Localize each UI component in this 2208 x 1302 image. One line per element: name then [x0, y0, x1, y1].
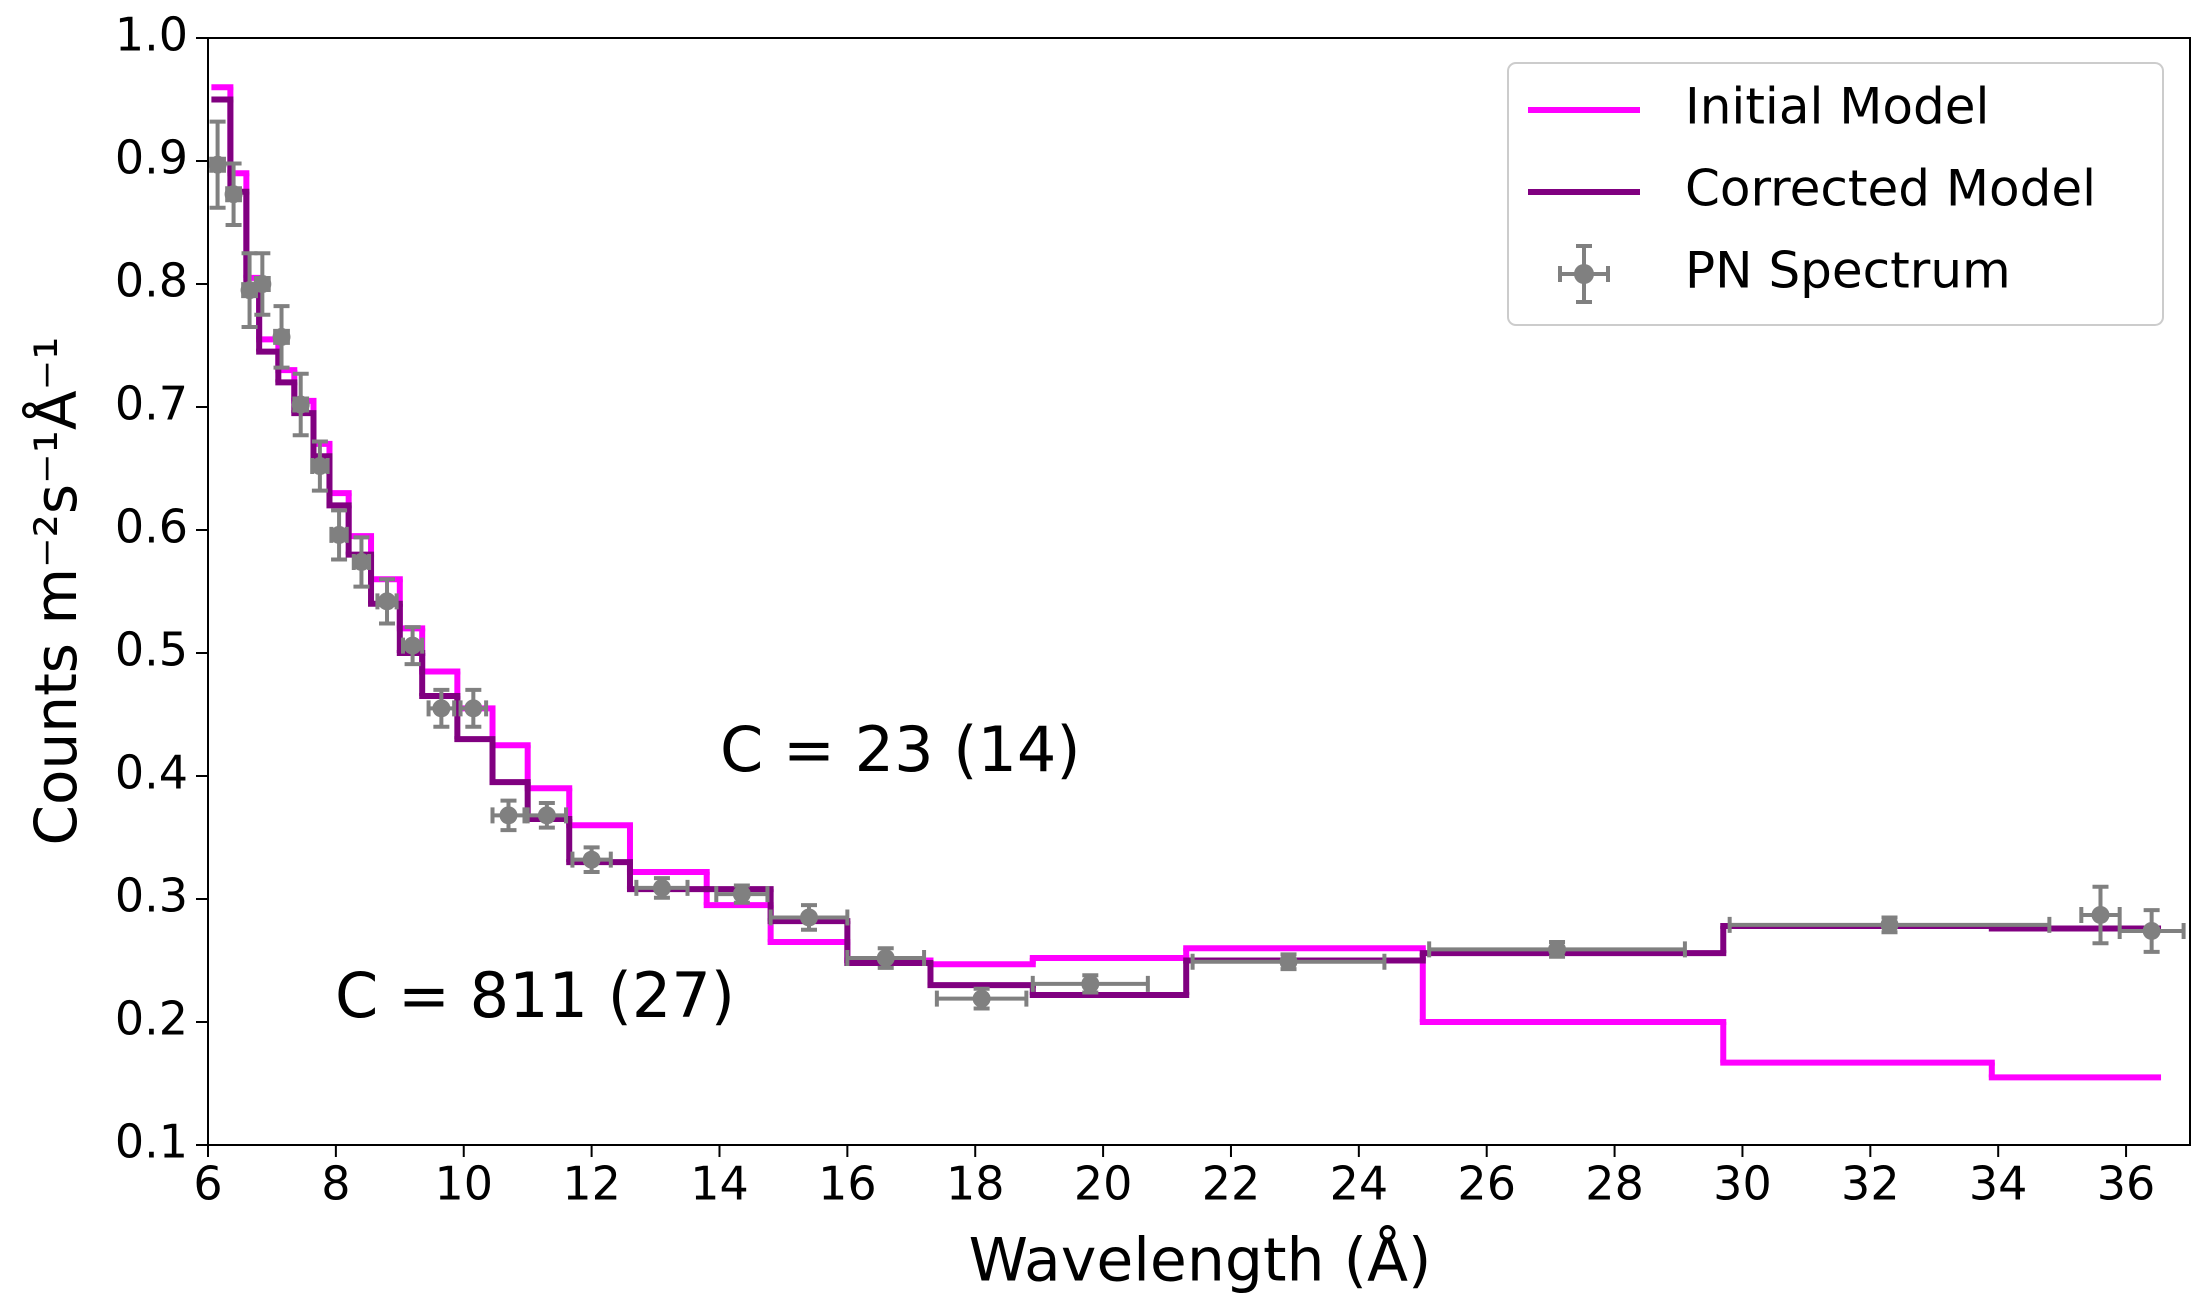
- legend: Initial Model Corrected Model PN Spectrum: [1507, 62, 2164, 326]
- data-point: [876, 949, 895, 968]
- legend-label: Initial Model: [1685, 78, 1989, 136]
- y-tick-label: 0.8: [115, 254, 188, 308]
- data-point: [1081, 974, 1100, 993]
- annotation: C = 811 (27): [335, 959, 735, 1032]
- y-tick-label: 0.6: [115, 500, 188, 554]
- x-tick-label: 34: [1969, 1157, 2028, 1211]
- data-point: [432, 699, 451, 718]
- x-tick-label: 18: [946, 1157, 1005, 1211]
- data-point: [732, 885, 751, 904]
- y-tick-label: 0.3: [115, 869, 188, 923]
- x-tick-label: 32: [1841, 1157, 1900, 1211]
- x-tick-label: 14: [690, 1157, 749, 1211]
- legend-swatch: [1574, 264, 1594, 284]
- data-point: [1880, 915, 1899, 934]
- y-tick-label: 0.9: [115, 131, 188, 185]
- data-point: [1548, 940, 1567, 959]
- y-tick-label: 1.0: [115, 8, 188, 62]
- x-tick-label: 30: [1713, 1157, 1772, 1211]
- x-tick-label: 36: [2097, 1157, 2156, 1211]
- y-tick-label: 0.5: [115, 623, 188, 677]
- data-point: [499, 806, 518, 825]
- data-point: [291, 395, 310, 414]
- data-point: [224, 185, 243, 204]
- legend-label: Corrected Model: [1685, 160, 2096, 218]
- annotation: C = 23 (14): [720, 713, 1081, 786]
- x-tick-label: 6: [193, 1157, 222, 1211]
- data-point: [378, 592, 397, 611]
- data-point: [652, 878, 671, 897]
- data-point: [464, 699, 483, 718]
- x-tick-label: 20: [1074, 1157, 1133, 1211]
- y-tick-label: 0.2: [115, 992, 188, 1046]
- legend-label: PN Spectrum: [1685, 242, 2011, 300]
- x-tick-label: 10: [434, 1157, 493, 1211]
- x-tick-label: 8: [321, 1157, 350, 1211]
- x-tick-label: 12: [562, 1157, 621, 1211]
- axes-frame: [207, 37, 2191, 1146]
- y-tick-label: 0.4: [115, 746, 188, 800]
- data-point: [403, 636, 422, 655]
- y-axis-label: Counts m⁻²s⁻¹Å⁻¹: [21, 337, 90, 846]
- data-point: [253, 275, 272, 293]
- data-point: [582, 850, 601, 869]
- plot-area: [208, 84, 2186, 1081]
- data-point: [537, 806, 556, 825]
- data-point: [310, 457, 329, 476]
- y-tick-label: 0.7: [115, 377, 188, 431]
- data-point: [2142, 921, 2161, 940]
- x-tick-label: 22: [1202, 1157, 1261, 1211]
- x-tick-label: 28: [1585, 1157, 1644, 1211]
- y-tick-label: 0.1: [115, 1115, 188, 1169]
- x-tick-label: 16: [818, 1157, 877, 1211]
- data-point: [352, 552, 371, 571]
- data-point: [272, 327, 291, 346]
- x-axis-label: Wavelength (Å): [969, 1225, 1432, 1296]
- data-point: [208, 155, 227, 174]
- data-point: [2091, 905, 2110, 924]
- x-tick-label: 26: [1457, 1157, 1516, 1211]
- data-point: [972, 989, 991, 1008]
- x-tick-label: 24: [1330, 1157, 1389, 1211]
- data-point: [799, 908, 818, 927]
- legend-box: [1507, 62, 2164, 326]
- data-point: [1279, 952, 1298, 971]
- data-point: [330, 525, 349, 544]
